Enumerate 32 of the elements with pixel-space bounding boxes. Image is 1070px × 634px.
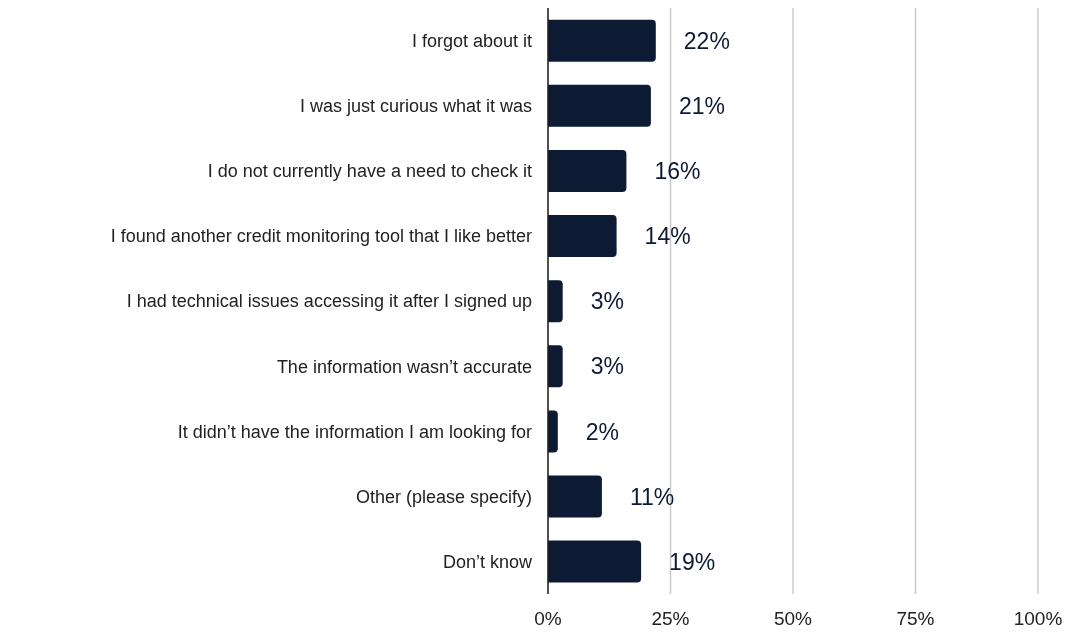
bar: [548, 280, 563, 323]
y-tick-label: Other (please specify): [355, 486, 532, 507]
x-tick-label: 75%: [896, 608, 935, 630]
y-tick-label: I do not currently have a need to check it: [207, 161, 532, 182]
bar: [548, 215, 617, 258]
data-label: 16%: [654, 158, 701, 185]
x-tick-label: 25%: [651, 608, 690, 630]
data-label: 3%: [590, 353, 624, 380]
x-tick-label: 50%: [773, 608, 813, 630]
y-tick-label: I forgot about it: [411, 30, 532, 51]
data-label: 2%: [585, 418, 620, 445]
bar: [548, 475, 602, 518]
data-label: 11%: [629, 483, 675, 510]
data-label: 21%: [678, 93, 725, 119]
data-label: 3%: [590, 288, 624, 315]
y-tick-label: Don’t know: [442, 551, 533, 572]
y-tick-label: The information wasn’t accurate: [276, 356, 532, 377]
data-label: 22%: [683, 27, 730, 54]
bar: [548, 410, 558, 453]
bar: [548, 19, 656, 62]
data-label: 19%: [669, 548, 716, 575]
x-tick-label: 100%: [1013, 608, 1063, 630]
y-tick-label: I was just curious what it was: [299, 96, 532, 117]
y-tick-label: I found another credit monitoring tool that I like better: [110, 226, 532, 247]
data-label: 14%: [644, 223, 691, 250]
y-tick-label: It didn’t have the information I am looking for: [177, 421, 532, 442]
bar: [548, 345, 563, 388]
x-tick-label: 0%: [534, 608, 562, 630]
bar: [548, 540, 642, 583]
bar: [548, 149, 627, 192]
y-tick-label: I had technical issues accessing it after I signed up: [126, 291, 532, 312]
bar: [548, 84, 651, 127]
